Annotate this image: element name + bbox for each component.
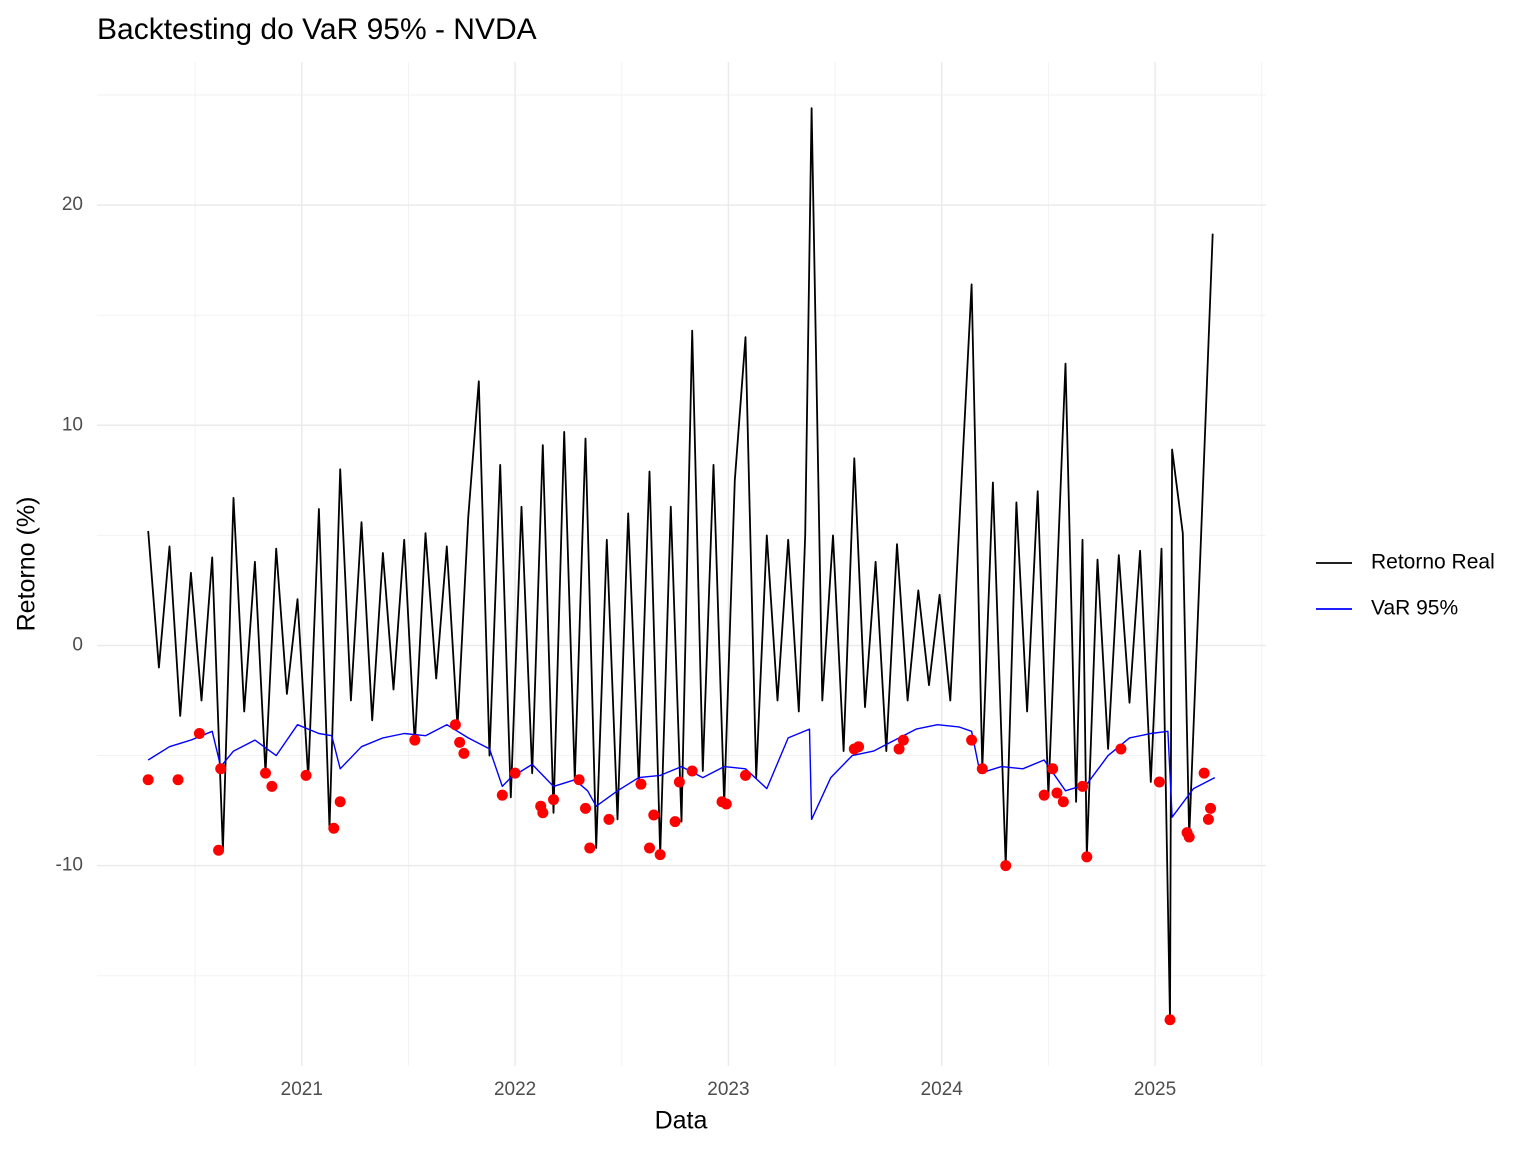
violation-point xyxy=(1164,1014,1176,1026)
violation-point xyxy=(573,774,585,786)
violation-point xyxy=(449,719,461,731)
violation-point xyxy=(1153,776,1165,788)
grid xyxy=(97,62,1266,1066)
violation-point xyxy=(580,802,592,814)
legend-label: VaR 95% xyxy=(1371,597,1458,620)
violation-point xyxy=(142,774,154,786)
violation-point xyxy=(260,767,272,779)
violation-point xyxy=(739,769,751,781)
violation-point xyxy=(334,796,346,808)
violation-point xyxy=(215,763,227,775)
violation-point xyxy=(409,734,421,746)
violation-point xyxy=(1047,763,1059,775)
violation-point xyxy=(648,809,660,821)
violation-point xyxy=(1057,796,1069,808)
violation-point xyxy=(893,743,905,755)
violation-point xyxy=(603,813,615,825)
y-tick-label: 0 xyxy=(72,634,83,655)
violation-point xyxy=(1000,860,1012,872)
violation-point xyxy=(1183,831,1195,843)
x-tick-label: 2021 xyxy=(281,1079,323,1100)
violation-point xyxy=(300,769,312,781)
y-tick-label: 10 xyxy=(62,414,83,435)
violation-point xyxy=(686,765,698,777)
violation-point xyxy=(1202,813,1214,825)
chart-title: Backtesting do VaR 95% - NVDA xyxy=(97,13,537,46)
violation-point xyxy=(635,778,647,790)
x-tick-label: 2025 xyxy=(1134,1079,1176,1100)
violation-point xyxy=(1081,851,1093,863)
violation-point xyxy=(509,767,521,779)
violation-point xyxy=(966,734,978,746)
violation-point xyxy=(172,774,184,786)
violation-point xyxy=(976,763,988,775)
violation-point xyxy=(328,822,340,834)
y-tick-label: -10 xyxy=(56,855,83,876)
x-tick-label: 2023 xyxy=(707,1079,749,1100)
violation-point xyxy=(853,741,865,753)
violation-point xyxy=(654,849,666,861)
violation-point xyxy=(1115,743,1127,755)
violation-point xyxy=(720,798,732,810)
violation-point xyxy=(548,794,560,806)
violation-point xyxy=(1198,767,1210,779)
violation-point xyxy=(1051,787,1063,799)
violation-point xyxy=(897,734,909,746)
x-tick-label: 2022 xyxy=(494,1079,536,1100)
violation-point xyxy=(644,842,656,854)
series-line xyxy=(147,107,1214,1021)
violation-point xyxy=(1038,789,1050,801)
x-axis-title: Data xyxy=(655,1107,708,1135)
violation-point xyxy=(213,844,225,856)
violation-point xyxy=(193,728,205,740)
violation-point xyxy=(496,789,508,801)
violation-point xyxy=(673,776,685,788)
violation-point xyxy=(669,816,681,828)
legend-label: Retorno Real xyxy=(1371,551,1495,574)
violation-point xyxy=(454,736,466,748)
violation-point xyxy=(584,842,596,854)
series-line xyxy=(147,724,1216,821)
x-tick-label: 2024 xyxy=(921,1079,964,1100)
violation-point xyxy=(266,780,278,792)
violation-point xyxy=(458,747,470,759)
violation-point xyxy=(1077,780,1089,792)
y-tick-label: 20 xyxy=(62,194,83,215)
y-axis-title: Retorno (%) xyxy=(13,497,41,632)
violation-point xyxy=(537,807,549,819)
violation-point xyxy=(1205,802,1217,814)
